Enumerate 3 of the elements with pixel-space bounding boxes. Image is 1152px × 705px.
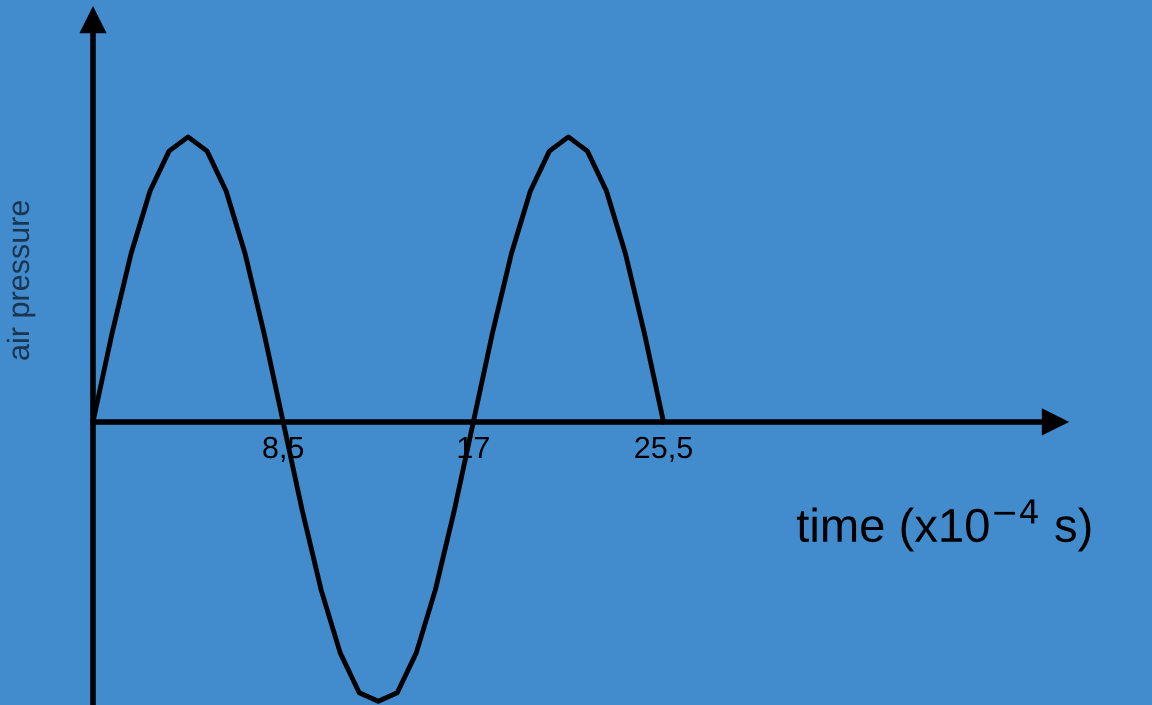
x-tick-label: 25,5 <box>635 436 692 462</box>
y-axis-title: air pressure <box>6 200 36 360</box>
x-axis-title: time (x10$^{−4}$ s) <box>796 499 1091 552</box>
